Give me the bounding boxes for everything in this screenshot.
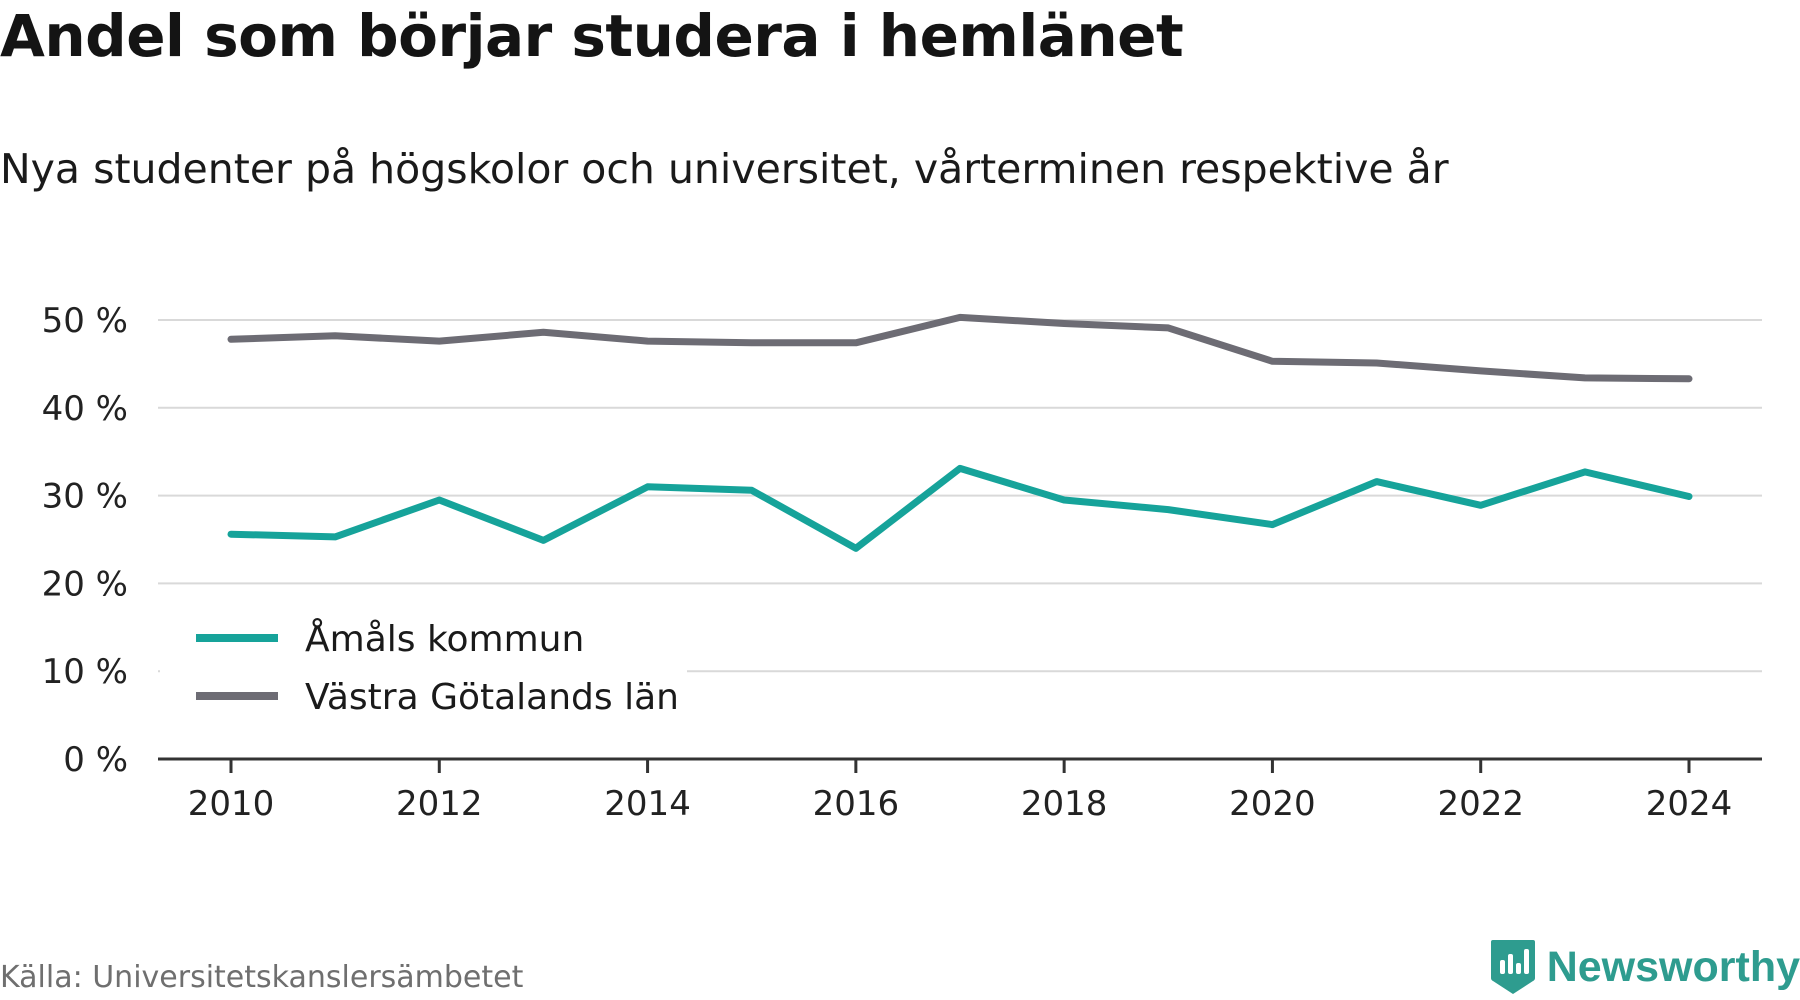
- chart-subtitle: Nya studenter på högskolor och universit…: [0, 145, 1449, 193]
- brand-name: Newsworthy: [1546, 942, 1800, 991]
- x-tick-label: 2014: [604, 784, 691, 824]
- y-tick-label: 50 %: [42, 301, 128, 341]
- y-axis: 0 % 10 % 20 % 30 % 40 % 50 %: [42, 301, 128, 780]
- x-tick-label: 2016: [813, 784, 900, 824]
- legend-label: Åmåls kommun: [305, 617, 584, 660]
- x-tick-label: 2020: [1229, 784, 1316, 824]
- y-tick-label: 40 %: [42, 389, 128, 429]
- x-axis: 2010 2012 2014 2016 2018 2020 2022 2024: [158, 757, 1762, 824]
- y-tick-label: 10 %: [42, 652, 128, 692]
- y-tick-label: 30 %: [42, 477, 128, 517]
- y-tick-label: 0 %: [63, 740, 128, 780]
- x-tick-label: 2010: [188, 784, 275, 824]
- legend-label: Västra Götalands län: [305, 677, 679, 718]
- legend: Åmåls kommun Västra Götalands län: [160, 604, 687, 726]
- y-tick-label: 20 %: [42, 564, 128, 604]
- x-tick-label: 2012: [396, 784, 483, 824]
- x-tick-label: 2022: [1437, 784, 1524, 824]
- source-note: Källa: Universitetskanslersämbetet: [0, 960, 524, 995]
- series-lines: [227, 313, 1693, 552]
- series-line-vastra-gotaland: [227, 313, 1693, 383]
- brand[interactable]: Newsworthy: [1489, 938, 1800, 996]
- legend-background: [160, 604, 687, 726]
- newsworthy-logo-icon: [1490, 940, 1535, 994]
- chart-title: Andel som börjar studera i hemlänet: [0, 2, 1184, 70]
- series-line-amal: [227, 464, 1693, 552]
- x-tick-label: 2024: [1646, 784, 1733, 824]
- x-tick-label: 2018: [1021, 784, 1108, 824]
